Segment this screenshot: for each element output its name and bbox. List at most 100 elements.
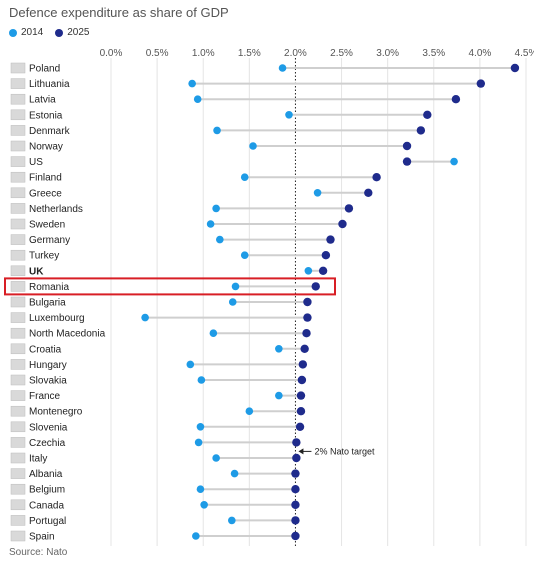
dot-2025: [292, 438, 301, 447]
nato-target-annotation: 2% Nato target: [314, 446, 375, 456]
dot-2014: [186, 360, 195, 369]
flag-icon: [10, 343, 26, 355]
flag-icon: [10, 234, 26, 245]
dot-2025: [402, 141, 412, 151]
flag-icon: [10, 156, 26, 167]
country-label: Lithuania: [29, 79, 70, 90]
flag-icon: [10, 296, 26, 308]
country-label: Finland: [29, 173, 62, 184]
dot-2014: [196, 485, 205, 494]
dot-2025: [300, 344, 309, 353]
flag-icon: [10, 265, 26, 277]
dot-2014: [450, 157, 458, 166]
chart-title: Defence expenditure as share of GDP: [9, 5, 229, 20]
flag-icon: [10, 374, 26, 386]
flag-icon: [10, 140, 26, 152]
flag-icon: [10, 359, 26, 370]
country-label: Greece: [29, 188, 62, 199]
dot-2025: [295, 422, 305, 431]
dot-2025: [291, 485, 300, 494]
dot-2025: [402, 157, 412, 166]
country-label: Montenegro: [29, 407, 83, 418]
dot-2014: [213, 126, 221, 135]
flag-icon: [10, 327, 26, 339]
dot-2014: [209, 329, 218, 338]
x-tick-label: 0.0%: [100, 48, 123, 59]
dot-2014: [200, 501, 208, 509]
dot-2014: [196, 423, 205, 431]
flag-icon: [10, 109, 26, 121]
x-tick-label: 3.5%: [422, 48, 445, 59]
dot-2025: [311, 282, 320, 291]
dot-2025: [292, 453, 301, 463]
legend-label-2014: 2014: [21, 27, 44, 38]
dot-2014: [245, 407, 254, 416]
flag-icon: [10, 171, 26, 183]
x-tick-label: 2.0%: [284, 48, 307, 59]
flag-icon: [10, 281, 26, 292]
flag-icon: [10, 93, 26, 105]
flag-icon: [10, 187, 26, 199]
dot-2025: [291, 500, 300, 509]
country-label: Czechia: [29, 438, 66, 449]
country-label: Canada: [29, 500, 64, 511]
x-tick-label: 1.0%: [192, 48, 215, 59]
flag-icon: [10, 62, 26, 74]
country-label: Sweden: [29, 220, 65, 231]
dot-2014: [193, 95, 202, 103]
country-label: Slovenia: [29, 422, 68, 433]
dot-2025: [416, 126, 426, 135]
x-tick-label: 2.5%: [330, 48, 353, 59]
dot-2014: [275, 345, 283, 353]
dot-2025: [296, 407, 306, 416]
flag-icon: [10, 203, 26, 214]
country-label: Spain: [29, 532, 55, 543]
legend-dot-2014: [9, 28, 17, 37]
country-label: France: [29, 391, 61, 402]
dot-2014: [230, 469, 239, 478]
dot-2025: [338, 219, 347, 229]
dot-2014: [192, 532, 200, 540]
legend: 2014 2025: [9, 27, 96, 38]
country-label: Denmark: [29, 126, 71, 137]
flag-icon: [10, 483, 26, 495]
flag-icon: [10, 390, 26, 401]
country-label: Latvia: [29, 95, 56, 106]
dot-2025: [364, 188, 373, 197]
dot-2025: [344, 204, 354, 213]
source-note: Source: Nato: [9, 547, 68, 558]
dot-2025: [296, 391, 306, 400]
x-tick-label: 0.5%: [146, 48, 169, 59]
dot-2014: [206, 220, 215, 228]
country-label: Germany: [29, 235, 70, 246]
country-label: Netherlands: [29, 204, 83, 215]
dot-2014: [228, 298, 237, 306]
legend-label-2025: 2025: [67, 27, 90, 38]
highlight-box: [4, 277, 336, 296]
dot-2014: [285, 111, 293, 119]
dot-2025: [291, 531, 300, 541]
country-label: Norway: [29, 142, 63, 153]
country-label: Belgium: [29, 485, 65, 496]
dot-2014: [231, 282, 240, 291]
country-label: Portugal: [29, 516, 66, 527]
country-label: Hungary: [29, 360, 67, 371]
dot-2014: [278, 64, 287, 72]
country-label: Luxembourg: [29, 313, 85, 324]
dot-2025: [318, 266, 328, 275]
dot-2014: [212, 454, 220, 462]
flag-icon: [10, 499, 26, 511]
dot-2025: [372, 173, 381, 182]
country-label: UK: [29, 266, 44, 277]
country-label: Slovakia: [29, 376, 67, 387]
flag-icon: [10, 78, 26, 89]
country-label: Albania: [29, 469, 63, 480]
flag-icon: [10, 530, 26, 542]
flag-icon: [10, 421, 26, 433]
dot-2014: [188, 79, 196, 88]
dot-2025: [510, 63, 520, 73]
country-label: Italy: [29, 454, 47, 465]
flag-icon: [10, 452, 26, 464]
dot-2014: [240, 173, 249, 181]
legend-dot-2025: [55, 28, 64, 37]
